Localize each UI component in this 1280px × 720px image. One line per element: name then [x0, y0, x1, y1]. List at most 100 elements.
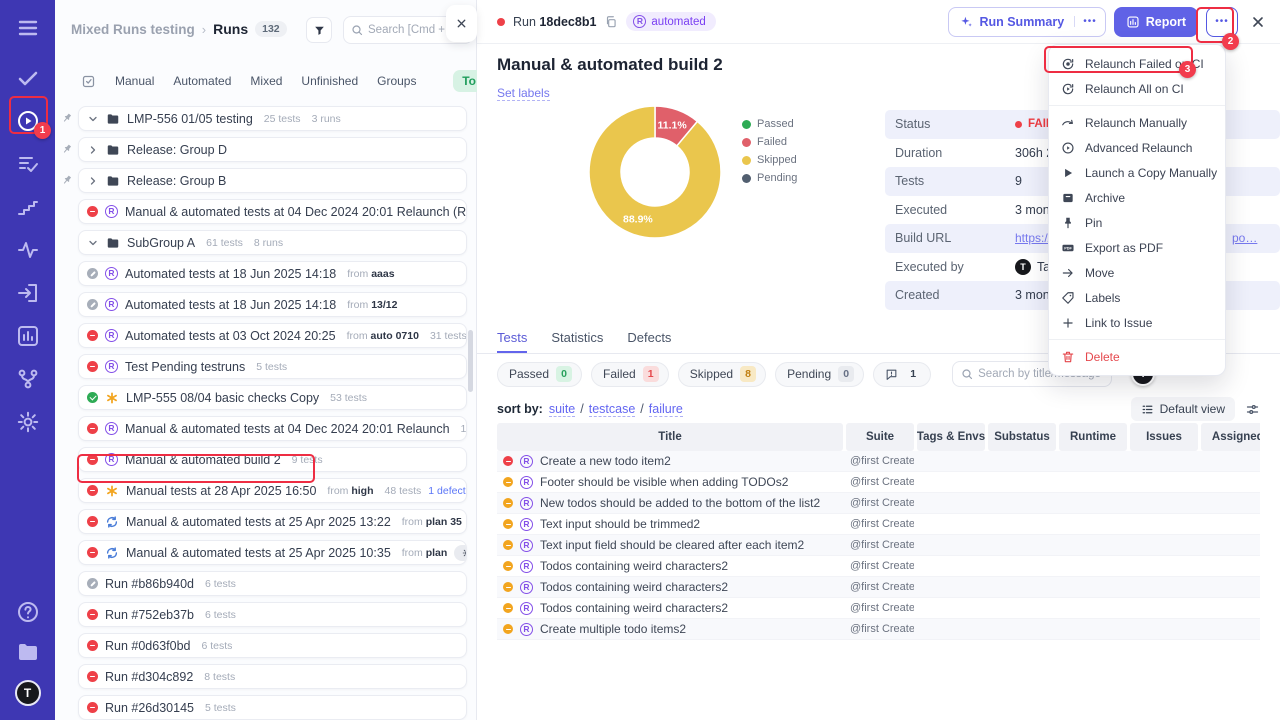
run-card[interactable]: R Manual & automated tests at 04 Dec 2024… — [78, 416, 467, 441]
run-card[interactable]: R Test Pending testruns 5 tests — [78, 354, 467, 379]
empty-cell — [1059, 556, 1127, 576]
run-card[interactable]: Manual & automated tests at 25 Apr 2025 … — [78, 540, 467, 565]
sidebar-item-import[interactable] — [16, 281, 40, 305]
run-card[interactable]: LMP-555 08/04 basic checks Copy 53 tests — [78, 385, 467, 410]
runs-search-input[interactable] — [368, 24, 465, 36]
table-row[interactable]: R Todos containing weird characters2 @firs… — [497, 598, 1260, 619]
table-row[interactable]: R Todos containing weird characters2 @firs… — [497, 577, 1260, 598]
runs-list-scrollbar[interactable] — [468, 330, 473, 392]
column-header-title[interactable]: Title — [497, 423, 843, 451]
sort-by-suite[interactable]: suite — [548, 401, 576, 417]
tab-automated[interactable]: Automated — [173, 74, 232, 88]
run-card[interactable]: Run #b86b940d 6 tests — [78, 571, 467, 596]
table-settings-icon[interactable] — [1245, 402, 1260, 417]
group-card[interactable]: LMP-556 01/05 testing 25 tests 3 runs — [78, 106, 467, 131]
sidebar-item-projects[interactable] — [16, 640, 40, 664]
table-row[interactable]: R Text input should be trimmed2 @first Cre… — [497, 514, 1260, 535]
tab-tests[interactable]: Tests — [497, 330, 528, 353]
menu-item-relaunch-failed-on-ci[interactable]: Relaunch Failed on CI — [1049, 51, 1225, 76]
sidebar-item-test-cases[interactable] — [16, 66, 40, 90]
tab-groups[interactable]: Groups — [377, 74, 417, 88]
run-actions-more-button[interactable]: ••• — [1206, 6, 1238, 37]
tab-unfinished[interactable]: Unfinished — [301, 74, 359, 88]
group-card[interactable]: SubGroup A 61 tests 8 runs — [78, 230, 467, 255]
set-labels-link[interactable]: Set labels — [497, 86, 550, 101]
tab-manual[interactable]: Manual — [115, 74, 155, 88]
column-header-issues[interactable]: Issues — [1130, 423, 1198, 451]
sidebar-item-milestones[interactable] — [16, 195, 40, 219]
chip-failed[interactable]: Failed 1 — [591, 361, 669, 387]
chip-skipped[interactable]: Skipped 8 — [677, 361, 767, 387]
group-card[interactable]: Release: Group B — [78, 168, 467, 193]
table-row[interactable]: R Text input field should be cleared afte… — [497, 535, 1260, 556]
table-row[interactable]: R New todos should be added to the bottom… — [497, 493, 1260, 514]
empty-cell — [1130, 598, 1198, 618]
default-view-button[interactable]: Default view — [1130, 397, 1235, 421]
close-run-detail-icon[interactable] — [1250, 14, 1266, 30]
run-summary-button[interactable]: Run Summary ••• — [948, 6, 1106, 37]
menu-item-advanced-relaunch[interactable]: Advanced Relaunch — [1049, 135, 1225, 160]
sidebar-item-test-plans[interactable] — [16, 152, 40, 176]
menu-item-export-as-pdf[interactable]: PDF Export as PDF — [1049, 235, 1225, 260]
sidebar-item-pulse[interactable] — [16, 238, 40, 262]
menu-item-relaunch-manually[interactable]: Relaunch Manually — [1049, 110, 1225, 135]
menu-item-labels[interactable]: Labels — [1049, 285, 1225, 310]
run-card[interactable]: Run #0d63f0bd 6 tests — [78, 633, 467, 658]
tab-statistics[interactable]: Statistics — [551, 330, 604, 345]
table-row[interactable]: R Create a new todo item2 @first Create ..… — [497, 451, 1260, 472]
copy-run-id-icon[interactable] — [604, 15, 618, 29]
run-card[interactable]: R Manual & automated tests at 04 Dec 2024… — [78, 199, 467, 224]
column-header-runtime[interactable]: Runtime — [1059, 423, 1127, 451]
menu-item-archive[interactable]: Archive — [1049, 185, 1225, 210]
chip-comments[interactable]: 1 — [873, 361, 932, 387]
run-card[interactable]: R Automated tests at 03 Oct 2024 20:25 fro… — [78, 323, 467, 348]
menu-item-delete[interactable]: Delete — [1049, 344, 1225, 369]
run-card[interactable]: Manual tests at 28 Apr 2025 16:50 from hi… — [78, 478, 467, 503]
breadcrumb-project[interactable]: Mixed Runs testing — [71, 21, 195, 37]
sidebar-item-help[interactable] — [16, 600, 40, 624]
filter-button[interactable] — [306, 17, 332, 43]
column-header-tags-envs[interactable]: Tags & Envs — [917, 423, 985, 451]
defects-count[interactable]: 1 defects — [428, 484, 467, 497]
chip-passed[interactable]: Passed 0 — [497, 361, 583, 387]
run-card[interactable]: Run #d304c892 8 tests — [78, 664, 467, 689]
menu-item-move[interactable]: Move — [1049, 260, 1225, 285]
menu-item-relaunch-all-on-ci[interactable]: Relaunch All on CI — [1049, 76, 1225, 101]
column-header-substatus[interactable]: Substatus — [988, 423, 1056, 451]
tab-today[interactable]: To — [453, 70, 477, 92]
table-row[interactable]: R Create multiple todo items2 @first Creat… — [497, 619, 1260, 640]
chip-pending[interactable]: Pending 0 — [775, 361, 865, 387]
group-card[interactable]: Release: Group D — [78, 137, 467, 162]
sidebar-item-integrations[interactable] — [16, 367, 40, 391]
sidebar-item-analytics[interactable] — [16, 324, 40, 348]
archive-icon — [1061, 191, 1075, 205]
run-card[interactable]: Run #26d30145 5 tests — [78, 695, 467, 720]
run-card[interactable]: R Automated tests at 18 Jun 2025 14:18 fro… — [78, 261, 467, 286]
column-header-suite[interactable]: Suite — [846, 423, 914, 451]
build-url-link[interactable]: https:// — [1015, 231, 1052, 246]
menu-item-label: Archive — [1085, 190, 1126, 205]
menu-item-link-to-issue[interactable]: Link to Issue — [1049, 310, 1225, 335]
sort-by-testcase[interactable]: testcase — [588, 401, 636, 417]
tab-mixed[interactable]: Mixed — [250, 74, 283, 88]
run-card[interactable]: Run #752eb37b 6 tests — [78, 602, 467, 627]
sidebar-user-avatar[interactable]: T — [14, 680, 41, 706]
table-row[interactable]: R Todos containing weird characters2 @firs… — [497, 556, 1260, 577]
build-url-link-tail[interactable]: po… — [1232, 231, 1258, 245]
sort-by-failure[interactable]: failure — [648, 401, 683, 417]
sidebar-item-runs[interactable] — [16, 109, 40, 133]
column-header-assigned-to[interactable]: Assigned To — [1201, 423, 1260, 451]
close-runs-panel-button[interactable] — [446, 5, 477, 42]
report-button[interactable]: Report — [1113, 6, 1198, 37]
run-card[interactable]: Manual & automated tests at 25 Apr 2025 … — [78, 509, 467, 534]
sidebar-item-main-menu[interactable] — [16, 16, 40, 40]
run-card[interactable]: R Manual & automated build 2 9 tests — [78, 447, 467, 472]
menu-item-pin[interactable]: Pin — [1049, 210, 1225, 235]
run-summary-more-button[interactable]: ••• — [1074, 16, 1105, 27]
table-row[interactable]: R Footer should be visible when adding TO… — [497, 472, 1260, 493]
run-card[interactable]: R Automated tests at 18 Jun 2025 14:18 fro… — [78, 292, 467, 317]
menu-item-launch-a-copy-manually[interactable]: Launch a Copy Manually — [1049, 160, 1225, 185]
tab-defects[interactable]: Defects — [627, 330, 672, 345]
sidebar-item-settings[interactable] — [16, 410, 40, 434]
